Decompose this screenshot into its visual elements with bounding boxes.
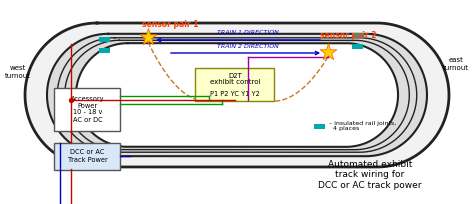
FancyBboxPatch shape <box>195 68 274 101</box>
Polygon shape <box>25 23 449 167</box>
FancyBboxPatch shape <box>55 143 120 170</box>
Polygon shape <box>76 43 398 147</box>
Text: west
turnout: west turnout <box>5 65 31 79</box>
Text: D2T
exhibit control: D2T exhibit control <box>210 72 260 85</box>
Point <box>67 98 75 102</box>
Text: sensor pair 1: sensor pair 1 <box>142 20 198 29</box>
Point <box>144 35 152 39</box>
Text: Automated exhibit
track wiring for
DCC or AC track power: Automated exhibit track wiring for DCC o… <box>318 160 422 190</box>
Text: P1 P2 YC Y1 Y2: P1 P2 YC Y1 Y2 <box>210 91 260 97</box>
Bar <box>353 43 364 49</box>
Bar <box>100 37 110 41</box>
Text: east
turnout: east turnout <box>443 58 469 71</box>
Text: Accessory
Power
10 - 18 v
AC or DC: Accessory Power 10 - 18 v AC or DC <box>71 95 104 122</box>
Text: TRAIN 2 DIRECTION: TRAIN 2 DIRECTION <box>217 44 279 49</box>
Text: TRAIN 1 DIRECTION: TRAIN 1 DIRECTION <box>217 30 279 35</box>
Bar <box>353 32 364 38</box>
Text: sensor pair 2: sensor pair 2 <box>320 31 376 40</box>
Text: – insulated rail joints,
  4 places: – insulated rail joints, 4 places <box>329 121 396 131</box>
Text: DCC or AC
Track Power: DCC or AC Track Power <box>68 150 108 163</box>
Bar <box>100 48 110 52</box>
FancyBboxPatch shape <box>55 88 120 131</box>
Bar <box>315 123 326 129</box>
Polygon shape <box>47 34 427 156</box>
Point <box>324 50 332 54</box>
